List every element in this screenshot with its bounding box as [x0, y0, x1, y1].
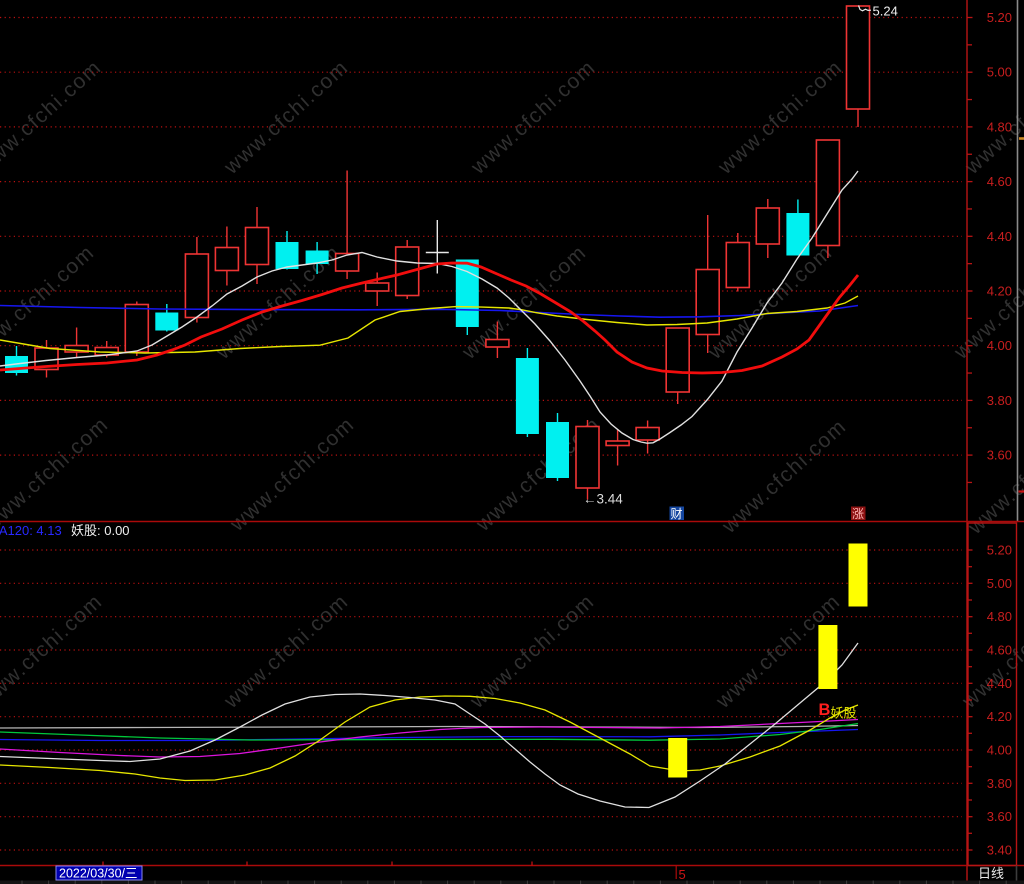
svg-text:5: 5 — [679, 867, 686, 882]
svg-text:4.20: 4.20 — [987, 284, 1012, 299]
svg-text:4.40: 4.40 — [987, 676, 1012, 691]
svg-text:5.20: 5.20 — [987, 10, 1012, 25]
svg-text:4.40: 4.40 — [987, 229, 1012, 244]
svg-text:4.60: 4.60 — [987, 174, 1012, 189]
svg-text:MA120: 4.13: MA120: 4.13 — [0, 523, 62, 538]
svg-text:日线: 日线 — [978, 866, 1004, 881]
svg-text:2022/03/30/三: 2022/03/30/三 — [59, 867, 138, 881]
svg-text:财: 财 — [671, 507, 683, 521]
svg-text:4.80: 4.80 — [987, 609, 1012, 624]
svg-text:3.60: 3.60 — [987, 809, 1012, 824]
svg-text:4.60: 4.60 — [987, 643, 1012, 658]
svg-text:3.40: 3.40 — [987, 843, 1012, 858]
svg-text:4.20: 4.20 — [987, 709, 1012, 724]
svg-text:5.00: 5.00 — [987, 65, 1012, 80]
svg-text:妖股: 妖股 — [831, 706, 857, 721]
svg-text:4.00: 4.00 — [987, 338, 1012, 353]
svg-text:5.24: 5.24 — [873, 4, 898, 19]
svg-text:妖股: 0.00: 妖股: 0.00 — [71, 523, 130, 538]
svg-text:3.80: 3.80 — [987, 393, 1012, 408]
svg-text:5.20: 5.20 — [987, 543, 1012, 558]
svg-text:涨: 涨 — [852, 506, 864, 521]
svg-text:←3.44: ←3.44 — [583, 492, 623, 507]
svg-text:3.80: 3.80 — [987, 776, 1012, 791]
svg-text:5.00: 5.00 — [987, 576, 1012, 591]
svg-text:3.60: 3.60 — [987, 448, 1012, 463]
svg-text:4.80: 4.80 — [987, 119, 1012, 134]
svg-text:4.00: 4.00 — [987, 743, 1012, 758]
svg-text:B: B — [819, 701, 831, 719]
